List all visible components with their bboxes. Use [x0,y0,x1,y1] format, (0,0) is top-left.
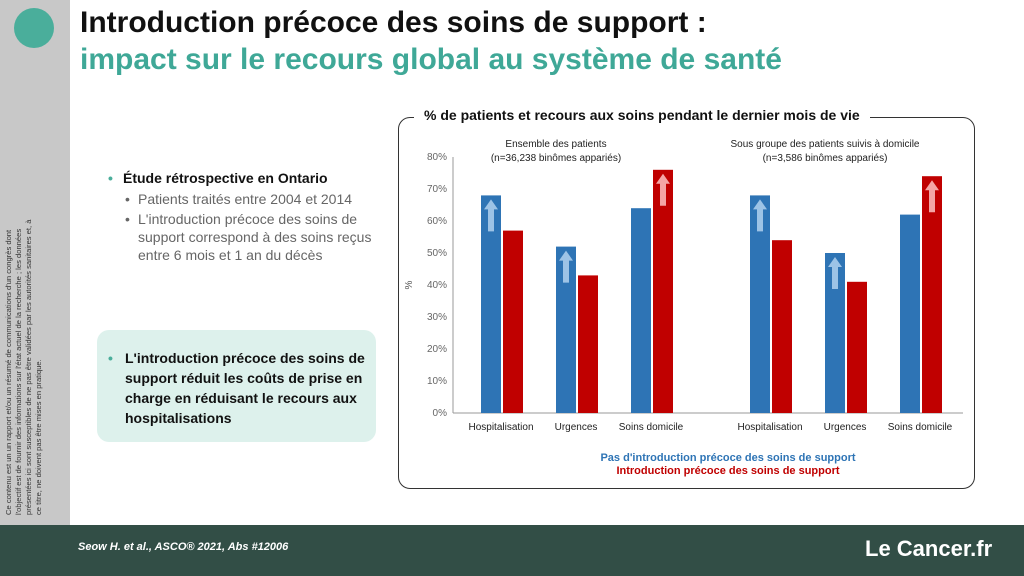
lecancer-logo: Le Cancer.fr [865,536,993,561]
y-tick-label: 0% [433,408,448,419]
bullet-sublist: Patients traités entre 2004 et 2014 L'in… [108,190,378,264]
bar-intro [578,275,598,413]
y-tick-label: 60% [427,216,447,227]
y-tick-label: 40% [427,280,447,291]
y-tick-label: 10% [427,376,447,387]
x-tick-label: Soins domicile [888,422,953,433]
group-sublabel: (n=3,586 binômes appariés) [763,153,888,164]
bar-intro [653,169,673,413]
footer [0,525,1024,576]
group-sublabel: (n=36,238 binômes appariés) [491,153,621,164]
legend-no-intro: Pas d'introduction précoce des soins de … [600,452,855,464]
disclaimer-text: Ce contenu est un un rapport et/ou un ré… [4,219,43,515]
x-tick-label: Urgences [824,422,867,433]
chart-title: % de patients et recours aux soins penda… [414,107,870,123]
y-tick-label: 50% [427,248,447,259]
page-subtitle: impact sur le recours global au système … [80,43,782,76]
y-tick-label: 20% [427,344,447,355]
y-tick-label: 70% [427,184,447,195]
page-title: Introduction précoce des soins de suppor… [80,6,707,39]
citation: Seow H. et al., ASCO® 2021, Abs #12006 [78,541,289,553]
group-label: Sous groupe des patients suivis à domici… [731,139,920,150]
x-tick-label: Urgences [555,422,598,433]
bar-no-intro [750,195,770,413]
up-arrow-icon [828,257,842,289]
up-arrow-icon [484,199,498,232]
bar-chart: 0% 10% 20% 30% 40% 50% 60% 70% 80%% Ensemble des … [404,139,963,477]
study-bullets: Étude rétrospective en Ontario Patients … [108,170,378,266]
highlight-box: L'introduction précoce des soins de supp… [97,330,376,442]
bar-no-intro [825,253,845,413]
highlight-text: L'introduction précoce des soins de supp… [108,348,387,428]
up-arrow-icon [753,199,767,232]
x-tick-label: Soins domicile [619,422,684,433]
up-arrow-icon [925,180,939,213]
up-arrow-icon [559,250,573,283]
bar-no-intro [481,195,501,413]
bar-no-intro [556,246,576,413]
legend-intro: Introduction précoce des soins de suppor… [616,465,839,477]
y-axis-label: % [404,280,415,289]
up-arrow-icon [656,173,670,206]
y-tick-label: 30% [427,312,447,323]
teal-dot-icon [14,8,54,48]
bar-intro [503,230,523,413]
sidebar: Ce contenu est un un rapport et/ou un ré… [0,0,70,525]
bar-intro [922,176,942,413]
bar-intro [847,281,867,413]
x-tick-label: Hospitalisation [468,422,533,433]
y-tick-label: 80% [427,152,447,163]
group-label: Ensemble des patients [505,139,606,150]
bullet-sub-item: Patients traités entre 2004 et 2014 [125,190,378,208]
bar-no-intro [900,214,920,413]
bar-no-intro [631,208,651,413]
x-tick-label: Hospitalisation [737,422,802,433]
bullet-main: Étude rétrospective en Ontario [108,170,378,186]
bullet-sub-item: L'introduction précoce des soins de supp… [125,210,378,264]
bar-intro [772,240,792,413]
